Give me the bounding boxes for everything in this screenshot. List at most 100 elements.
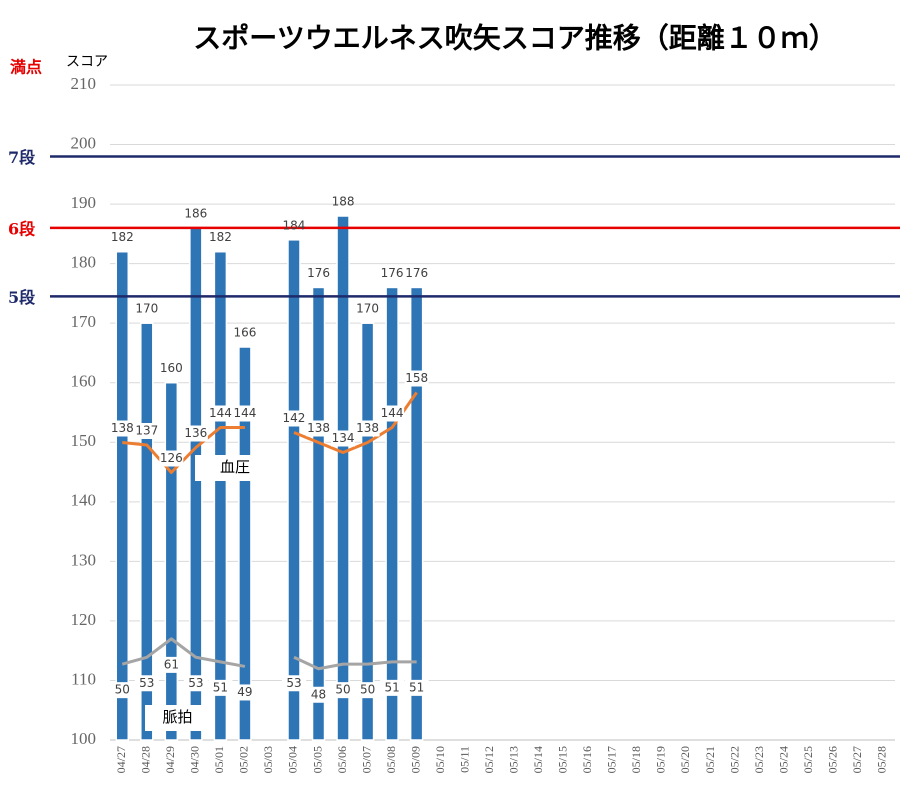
data-label: 170 <box>135 302 158 316</box>
data-label: 53 <box>286 676 301 690</box>
x-tick-label: 05/16 <box>580 746 594 773</box>
y-tick-label: 170 <box>71 312 97 331</box>
bar <box>238 346 252 741</box>
data-label: 176 <box>307 266 330 280</box>
bar <box>115 250 130 741</box>
y-tick-label: 180 <box>71 253 97 272</box>
data-label-box <box>355 682 380 699</box>
x-tick-label: 05/06 <box>335 746 349 773</box>
y-tick-label: 120 <box>71 610 97 629</box>
data-label-box <box>306 420 331 437</box>
x-tick-label: 04/27 <box>114 746 128 773</box>
data-label-box <box>331 682 356 699</box>
y-tick-label: 130 <box>71 550 97 569</box>
data-label: 51 <box>213 680 228 694</box>
annotation-box <box>195 455 275 481</box>
data-label-box <box>281 675 306 692</box>
chart-title: スポーツウエルネス吹矢スコア推移（距離１０ｍ） <box>193 22 836 55</box>
data-label: 158 <box>405 371 428 385</box>
data-label: 136 <box>184 426 207 440</box>
x-tick-label: 05/27 <box>850 746 864 773</box>
x-tick-label: 04/30 <box>188 746 202 773</box>
data-label: 53 <box>139 676 154 690</box>
data-label-box <box>208 679 233 696</box>
data-label-box <box>183 425 208 442</box>
data-label: 188 <box>332 195 355 209</box>
x-tick-label: 05/17 <box>605 746 619 773</box>
data-label: 50 <box>360 683 375 697</box>
data-label: 51 <box>409 680 424 694</box>
bar <box>360 322 375 741</box>
x-tick-label: 05/05 <box>310 746 324 773</box>
x-tick-label: 05/02 <box>237 746 251 773</box>
data-label: 134 <box>332 431 355 445</box>
y-axis-label: スコア <box>66 54 108 70</box>
data-label: 53 <box>188 676 203 690</box>
x-tick-label: 05/20 <box>678 746 692 773</box>
bar <box>336 215 350 741</box>
annotation: 脈拍 <box>162 708 192 726</box>
x-tick-label: 05/21 <box>703 746 717 773</box>
data-label: 144 <box>209 406 232 420</box>
bar <box>287 239 301 741</box>
y-tick-label: 210 <box>71 74 97 93</box>
data-label: 182 <box>209 230 232 244</box>
bar <box>385 286 399 741</box>
data-label: 138 <box>356 421 379 435</box>
data-label: 186 <box>184 206 207 220</box>
x-tick-label: 05/13 <box>507 746 521 773</box>
x-tick-label: 05/28 <box>874 746 888 773</box>
y-tick-label: 200 <box>71 133 97 152</box>
x-tick-label: 05/09 <box>408 746 422 773</box>
data-label-box <box>232 684 257 701</box>
x-tick-label: 05/03 <box>261 746 275 773</box>
data-label: 142 <box>283 411 306 425</box>
x-tick-label: 05/12 <box>482 746 496 773</box>
x-tick-label: 05/11 <box>457 746 471 773</box>
bar <box>213 250 228 741</box>
reference-label: 6段 <box>8 219 36 238</box>
bar <box>189 227 203 741</box>
x-tick-label: 05/01 <box>212 746 226 773</box>
data-label: 138 <box>111 421 134 435</box>
data-label: 126 <box>160 451 183 465</box>
x-tick-label: 05/10 <box>433 746 447 773</box>
x-tick-label: 05/22 <box>727 746 741 773</box>
data-label: 61 <box>164 657 179 671</box>
data-label-box <box>232 405 257 422</box>
line <box>122 391 418 474</box>
x-tick-label: 05/25 <box>801 746 815 773</box>
x-tick-label: 05/14 <box>531 746 545 773</box>
data-label: 50 <box>115 683 130 697</box>
line <box>121 637 417 671</box>
data-label-box <box>355 420 380 437</box>
data-label: 51 <box>384 680 399 694</box>
data-label: 137 <box>135 424 158 438</box>
x-tick-label: 05/18 <box>629 746 643 773</box>
data-label-box <box>208 405 233 422</box>
max-label: 満点 <box>10 58 42 77</box>
y-tick-label: 150 <box>71 431 97 450</box>
data-label: 176 <box>381 266 404 280</box>
data-label-box <box>404 679 429 696</box>
data-label-box <box>110 682 135 699</box>
data-label: 144 <box>381 406 404 420</box>
data-label-box <box>159 656 184 673</box>
data-label: 50 <box>335 683 350 697</box>
y-tick-label: 110 <box>71 669 96 688</box>
x-tick-label: 05/15 <box>556 746 570 773</box>
data-label: 49 <box>237 685 252 699</box>
data-label-box <box>159 450 184 467</box>
data-label-box <box>380 679 405 696</box>
data-label: 176 <box>405 266 428 280</box>
y-tick-label: 160 <box>71 372 97 391</box>
data-label: 182 <box>111 230 134 244</box>
x-tick-label: 05/08 <box>384 746 398 773</box>
x-tick-label: 05/24 <box>776 746 790 773</box>
reference-label: 5段 <box>8 288 36 307</box>
bar <box>409 286 424 741</box>
x-tick-label: 05/19 <box>654 746 668 773</box>
data-label-box <box>134 675 159 692</box>
data-label-box <box>380 405 405 422</box>
x-tick-label: 04/28 <box>139 746 153 773</box>
